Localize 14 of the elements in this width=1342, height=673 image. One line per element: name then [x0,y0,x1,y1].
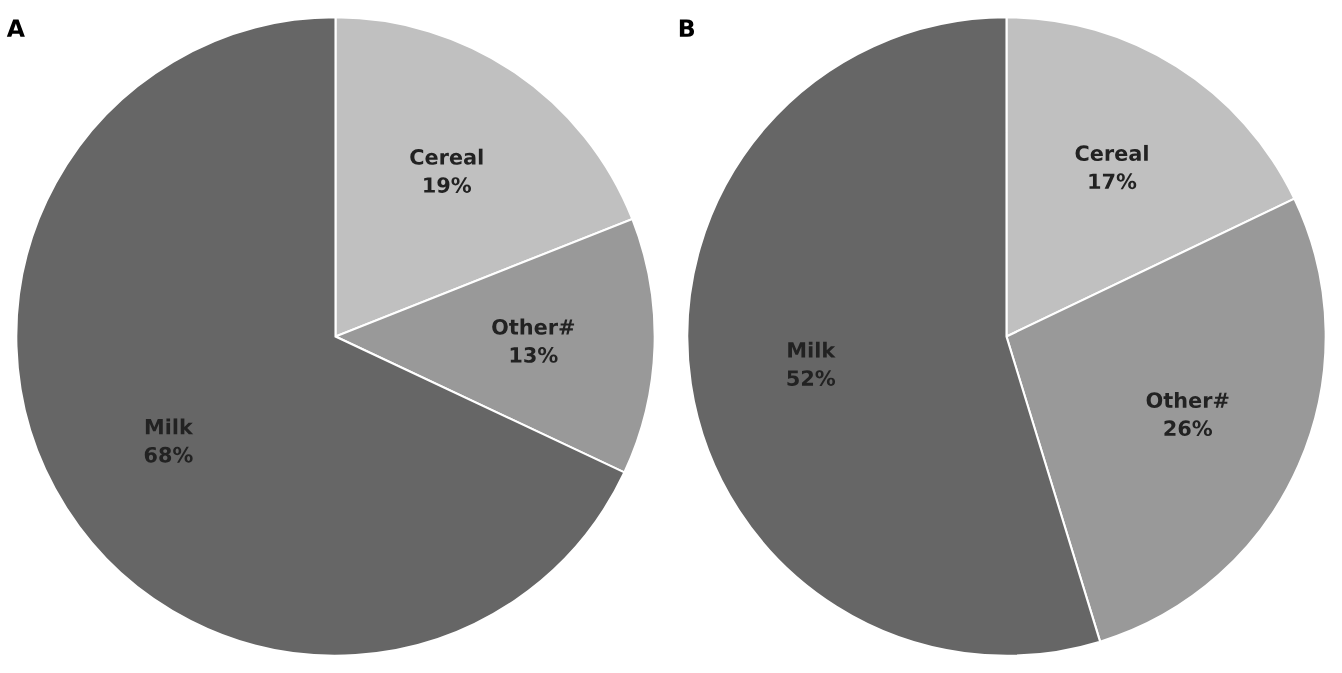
data-label: 17% [1089,173,1137,190]
data-label: 52% [787,370,836,386]
data-label: 19% [424,177,472,193]
slice-label: Other# [492,318,575,335]
data-label: 13% [510,347,558,363]
chart-title: A [6,19,25,37]
chart-title: B [679,19,695,37]
slice-label: Milk [145,418,194,435]
data-label: 68% [144,446,193,463]
slice-label: Other# [1146,391,1229,409]
slice-label: Milk [788,341,836,358]
data-label: 26% [1164,420,1213,437]
slice-label: Cereal [410,148,483,165]
slice-label: Cereal [1075,144,1148,162]
